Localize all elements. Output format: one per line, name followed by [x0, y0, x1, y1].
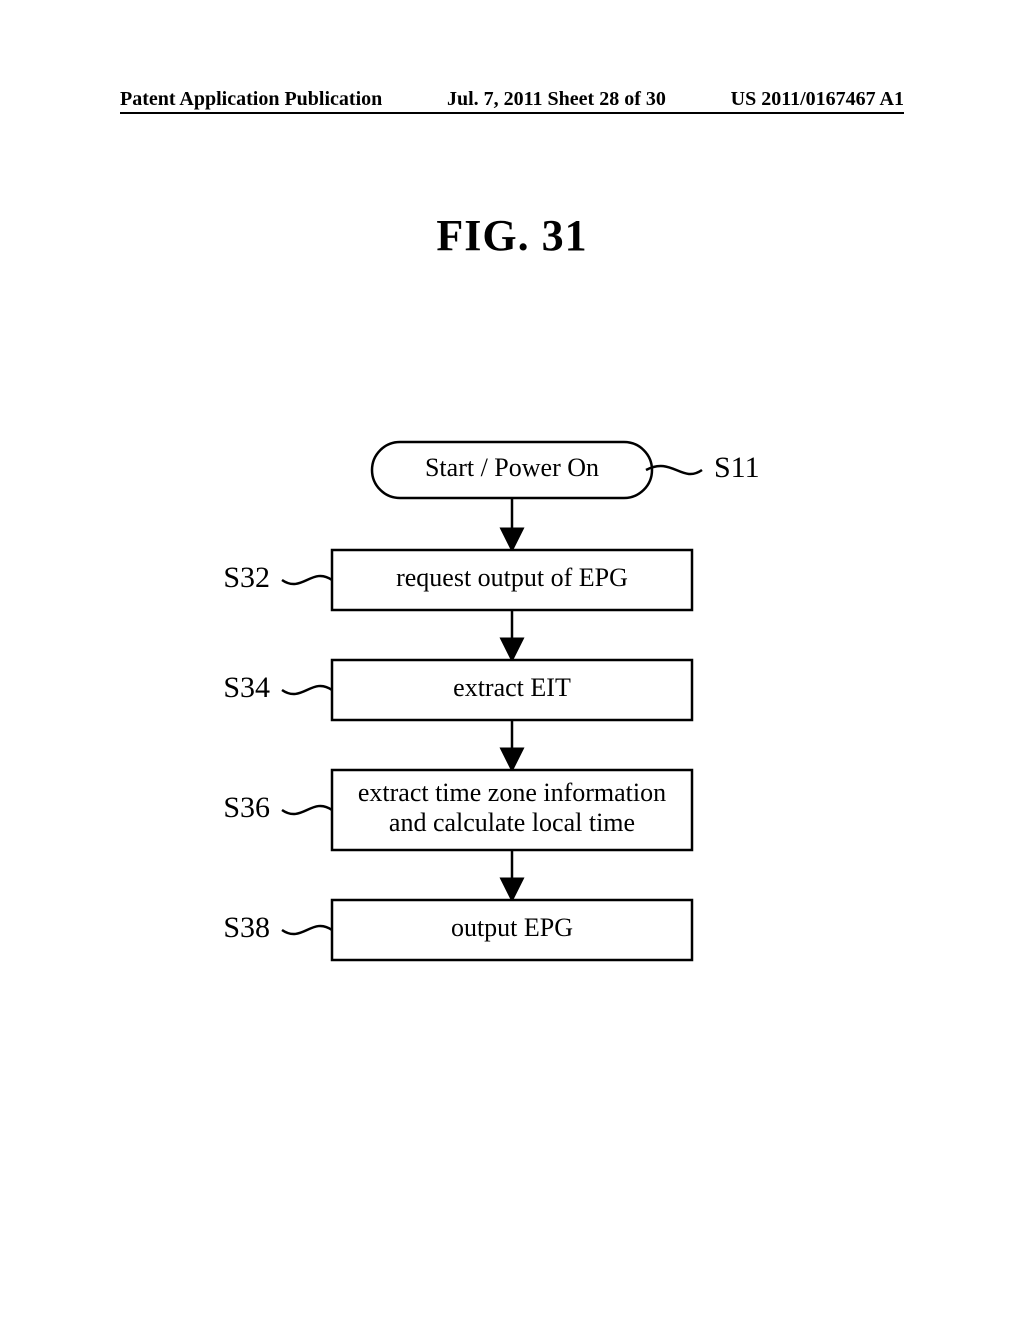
flow-label-S11: S11: [714, 451, 760, 484]
header-right: US 2011/0167467 A1: [731, 88, 904, 111]
flow-node-n1: request output of EPG: [332, 550, 692, 610]
svg-text:request output of EPG: request output of EPG: [396, 563, 628, 592]
flow-node-n0: Start / Power On: [372, 442, 652, 498]
header-center: Jul. 7, 2011 Sheet 28 of 30: [447, 88, 666, 111]
page-header: Patent Application Publication Jul. 7, 2…: [0, 88, 1024, 111]
header-rule: [120, 112, 904, 114]
flowchart-svg: Start / Power On S11 request output of EPG…: [0, 430, 1024, 1030]
svg-text:and calculate local time: and calculate local time: [389, 808, 635, 837]
flow-label-S36: S36: [223, 791, 270, 824]
header-left: Patent Application Publication: [120, 88, 382, 111]
flow-node-n2: extract EIT: [332, 660, 692, 720]
svg-text:extract time zone information: extract time zone information: [358, 778, 666, 807]
flow-label-S32: S32: [223, 561, 270, 594]
flow-node-n3: extract time zone informationand calcula…: [332, 770, 692, 850]
svg-text:Start / Power On: Start / Power On: [425, 453, 599, 482]
svg-text:output EPG: output EPG: [451, 913, 573, 942]
flow-label-S38: S38: [223, 911, 270, 944]
flow-label-S34: S34: [223, 671, 270, 704]
svg-text:extract EIT: extract EIT: [453, 673, 571, 702]
flow-node-n4: output EPG: [332, 900, 692, 960]
flowchart-container: Start / Power On S11 request output of EPG…: [0, 430, 1024, 1030]
figure-title: FIG. 31: [0, 210, 1024, 261]
